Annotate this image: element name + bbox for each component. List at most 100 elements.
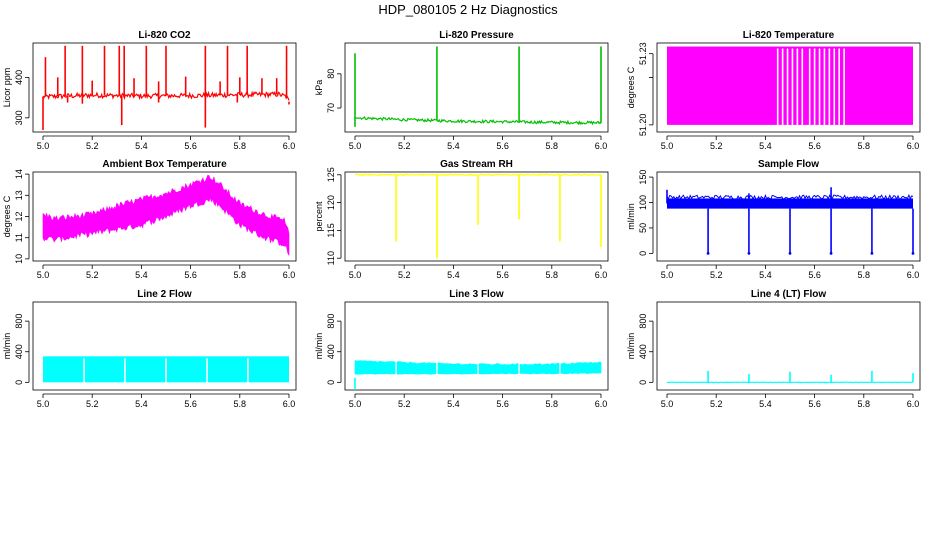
plot-frame — [656, 42, 921, 133]
y-axis-label: degrees C — [626, 66, 636, 108]
x-tick-label: 5.2 — [86, 270, 99, 280]
x-tick-label: 5.2 — [398, 399, 411, 409]
x-tick-label: 5.4 — [447, 399, 460, 409]
x-tick-label: 5.6 — [496, 399, 509, 409]
x-tick-label: 5.6 — [496, 141, 509, 151]
series-point — [870, 251, 874, 255]
x-tick-label: 5.4 — [447, 141, 460, 151]
x-tick-label: 6.0 — [907, 141, 920, 151]
page-title: HDP_080105 2 Hz Diagnostics — [378, 2, 558, 17]
y-tick-label: 70 — [326, 103, 336, 113]
y-tick-label: 400 — [14, 344, 24, 359]
plot-frame — [344, 301, 609, 391]
x-tick-label: 5.6 — [808, 270, 821, 280]
y-axis-label: kPa — [314, 80, 324, 96]
x-tick-label: 5.8 — [858, 141, 871, 151]
x-tick-label: 5.2 — [86, 141, 99, 151]
chart-panel: Line 2 Flow ml/min 5.0 5.2 5.4 5.6 5.8 6.0 0 400 8… — [2, 289, 297, 409]
y-tick-label: 150 — [638, 170, 648, 185]
y-tick-label: 800 — [638, 314, 648, 329]
x-tick-label: 5.8 — [546, 270, 559, 280]
series-noise — [666, 193, 914, 201]
data-series — [43, 356, 289, 383]
series-point — [747, 251, 751, 255]
x-tick-label: 6.0 — [283, 141, 296, 151]
y-tick-label: 51.23 — [638, 42, 648, 65]
y-tick-label: 115 — [326, 223, 336, 237]
plot-frame — [344, 171, 609, 262]
plot-frame — [344, 42, 609, 133]
y-tick-label: 0 — [326, 380, 336, 385]
y-axis-label: ml/min — [626, 333, 636, 360]
x-tick-label: 5.0 — [37, 141, 50, 151]
x-tick-label: 5.2 — [710, 141, 723, 151]
series-line — [354, 116, 602, 126]
chart-title: Ambient Box Temperature — [102, 159, 227, 170]
y-tick-label: 0 — [14, 380, 24, 385]
x-tick-label: 5.4 — [447, 270, 460, 280]
y-tick-label: 10 — [14, 254, 24, 264]
x-tick-label: 5.2 — [86, 399, 99, 409]
x-tick-label: 5.8 — [546, 399, 559, 409]
y-axis-label: ml/min — [626, 203, 636, 230]
data-series — [666, 370, 914, 384]
y-tick-label: 400 — [638, 344, 648, 359]
chart-panel: Gas Stream RH percent 5.0 5.2 5.4 5.6 5.8 6.0 11… — [314, 159, 609, 280]
x-tick-label: 5.0 — [661, 141, 674, 151]
y-tick-label: 125 — [326, 167, 336, 182]
data-series — [666, 187, 915, 255]
chart-title: Line 2 Flow — [137, 289, 192, 300]
y-tick-label: 800 — [326, 314, 336, 329]
y-tick-label: 300 — [14, 110, 24, 125]
chart-title: Li-820 Pressure — [439, 30, 514, 41]
x-tick-label: 6.0 — [907, 270, 920, 280]
y-tick-label: 0 — [638, 251, 648, 256]
x-tick-label: 5.4 — [759, 399, 772, 409]
plot-frame — [32, 301, 297, 391]
y-tick-label: 12 — [14, 211, 24, 221]
data-series — [354, 46, 602, 127]
chart-panel: Sample Flow ml/min 5.0 5.2 5.4 5.6 5.8 6.0 0 50 10… — [626, 159, 921, 280]
x-tick-label: 5.2 — [710, 270, 723, 280]
x-tick-label: 5.8 — [858, 399, 871, 409]
x-tick-label: 5.8 — [234, 141, 247, 151]
x-tick-label: 5.2 — [398, 141, 411, 151]
x-tick-label: 5.8 — [234, 399, 247, 409]
chart-panel: Ambient Box Temperature degrees C 5.0 5.2 5.… — [2, 159, 297, 280]
chart-title: Li-820 CO2 — [138, 30, 191, 41]
plot-frame — [32, 42, 297, 133]
x-tick-label: 6.0 — [595, 399, 608, 409]
x-tick-label: 6.0 — [283, 399, 296, 409]
plot-frame — [32, 171, 297, 262]
x-tick-label: 5.6 — [184, 270, 197, 280]
x-tick-label: 5.6 — [496, 270, 509, 280]
y-tick-label: 51.20 — [638, 114, 648, 137]
series-point — [911, 251, 915, 255]
y-tick-label: 0 — [638, 380, 648, 385]
x-tick-label: 5.6 — [184, 141, 197, 151]
y-axis-label: ml/min — [2, 333, 12, 360]
y-axis-label: Licor ppm — [2, 68, 12, 108]
y-tick-label: 13 — [14, 190, 24, 200]
chart-panel: Line 3 Flow ml/min 5.0 5.2 5.4 5.6 5.8 6.0 0 400 8… — [314, 289, 609, 409]
data-series — [667, 46, 913, 125]
plot-frame — [656, 171, 921, 262]
x-tick-label: 5.0 — [37, 399, 50, 409]
x-tick-label: 5.6 — [808, 399, 821, 409]
x-tick-label: 5.0 — [349, 399, 362, 409]
series-band — [667, 46, 913, 125]
data-series — [354, 360, 602, 390]
series-point — [829, 251, 833, 255]
x-tick-label: 5.4 — [759, 270, 772, 280]
data-series — [354, 173, 602, 259]
x-tick-label: 5.2 — [710, 399, 723, 409]
x-tick-label: 5.0 — [349, 141, 362, 151]
x-tick-label: 6.0 — [595, 270, 608, 280]
x-tick-label: 6.0 — [283, 270, 296, 280]
chart-panel: Li-820 Pressure kPa 5.0 5.2 5.4 5.6 5.8 6.0 70 80 — [314, 30, 609, 151]
chart-title: Sample Flow — [758, 159, 819, 170]
chart-panel: Line 4 (LT) Flow ml/min 5.0 5.2 5.4 5.6 5.8 6.0… — [626, 289, 921, 409]
y-axis-label: degrees C — [2, 195, 12, 237]
x-tick-label: 5.4 — [759, 141, 772, 151]
